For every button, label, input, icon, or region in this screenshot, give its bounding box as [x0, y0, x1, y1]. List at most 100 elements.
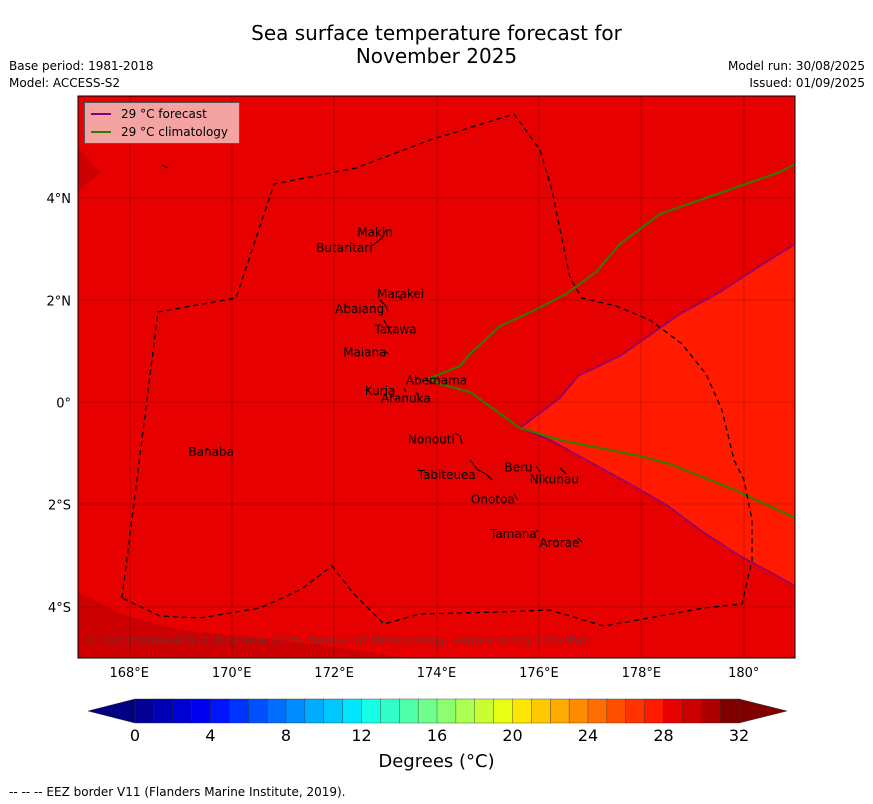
colorbar-segment — [587, 698, 608, 724]
base-period: Base period: 1981-2018 — [9, 59, 154, 73]
colorbar-label: Degrees (°C) — [378, 751, 495, 772]
climatology-contour — [427, 163, 795, 519]
legend-item-forecast: 29 °C forecast — [91, 105, 207, 123]
colorbar-segment — [172, 698, 193, 724]
colorbar-segment — [153, 698, 174, 724]
colorbar-segment — [455, 698, 476, 724]
colorbar-segment — [493, 698, 513, 724]
sst-field-31-west — [78, 148, 100, 192]
colorbar-tick-label: 8 — [281, 726, 291, 745]
x-tick-label: 178°E — [622, 666, 662, 681]
chart-title: Sea surface temperature forecast for Nov… — [0, 22, 873, 68]
colorbar-segment — [248, 698, 268, 724]
model-run: Model run: 30/08/2025 — [727, 59, 865, 73]
place-label-nikunau: Nikunau — [530, 472, 579, 486]
colorbar-tick-label: 28 — [653, 726, 673, 745]
x-tick-labels: 168°E 170°E 172°E 174°E 176°E 178°E 180° — [109, 666, 759, 681]
legend-forecast-label: 29 °C forecast — [121, 107, 207, 121]
x-tick-label: 176°E — [519, 666, 559, 681]
y-tick-label: 0° — [56, 397, 71, 412]
colorbar-segment — [474, 698, 495, 724]
colorbar-segment — [304, 698, 325, 724]
x-tick-label: 170°E — [212, 666, 252, 681]
place-label-makin: Makin — [357, 226, 393, 240]
place-label-butaritari: Butaritari — [316, 241, 373, 255]
place-label-kuria: Kuria — [365, 384, 396, 398]
colorbar-min-arrow — [87, 698, 136, 724]
y-tick-label: 2°S — [48, 499, 71, 514]
colorbar-segment — [210, 698, 230, 724]
colorbar-segment — [719, 698, 740, 724]
place-label-arorae: Arorae — [539, 536, 579, 550]
copyright-notice: © Commonwealth of Australia 2025, Bureau… — [84, 633, 589, 647]
colorbar-segment — [625, 698, 646, 724]
colorbar-tick-label: 12 — [351, 726, 371, 745]
y-tick-label: 2°N — [47, 294, 72, 309]
colorbar-segment — [134, 698, 155, 724]
legend-climatology-label: 29 °C climatology — [121, 125, 229, 139]
legend-item-climatology: 29 °C climatology — [91, 123, 228, 141]
colorbar-segment — [191, 698, 211, 724]
meta-left: Base period: 1981-2018 Model: ACCESS-S2 — [9, 58, 154, 92]
colorbar-segment — [380, 698, 400, 724]
colorbar-segment — [663, 698, 683, 724]
colorbar-segment — [417, 698, 438, 724]
colorbar-tick-label: 16 — [427, 726, 447, 745]
y-tick-labels: 4°N 2°N 0° 2°S 4°S — [47, 192, 72, 616]
place-label-abemama: Abemama — [406, 374, 467, 388]
eez-border — [121, 113, 753, 627]
colorbar-tick-label: 0 — [130, 726, 140, 745]
colorbar-tick-label: 32 — [729, 726, 749, 745]
issued-date: Issued: 01/09/2025 — [749, 76, 865, 90]
place-label-tamana: Tamana — [489, 527, 537, 541]
place-label-nonouti: Nonouti — [408, 432, 455, 446]
colorbar-tick-labels: 0 4 8 12 16 20 24 28 32 — [130, 726, 749, 745]
place-label-beru: Beru — [504, 461, 532, 475]
x-tick-label: 168°E — [109, 666, 149, 681]
colorbar-max-arrow — [738, 698, 788, 724]
map-frame — [77, 95, 796, 659]
place-label-marakei: Marakei — [377, 287, 424, 301]
island-outlines — [161, 164, 583, 543]
legend: 29 °C forecast 29 °C climatology — [84, 102, 240, 144]
colorbar-segment — [285, 698, 306, 724]
colorbar-segment — [550, 698, 570, 724]
colorbar-segment — [682, 698, 702, 724]
model-name: Model: ACCESS-S2 — [9, 76, 121, 90]
y-tick-label: 4°S — [48, 601, 71, 616]
colorbar-segment — [436, 698, 457, 724]
place-label-maiana: Maiana — [343, 346, 386, 360]
x-tick-label: 174°E — [417, 666, 457, 681]
place-label-abaiang: Abaiang — [335, 302, 384, 316]
colorbar-segment — [531, 698, 551, 724]
colorbar-tick-label: 20 — [502, 726, 522, 745]
legend-forecast-swatch — [91, 113, 111, 115]
title-line-2: November 2025 — [355, 44, 518, 68]
colorbar-segment — [229, 698, 249, 724]
x-tick-label: 180° — [728, 666, 759, 681]
place-label-banaba: Banaba — [188, 445, 234, 459]
colorbar-segment — [568, 698, 589, 724]
forecast-contour — [518, 243, 795, 587]
colorbar-tick-label: 4 — [205, 726, 215, 745]
graticule — [78, 96, 795, 658]
sst-field-29 — [520, 244, 795, 586]
x-tick-label: 172°E — [314, 666, 354, 681]
colorbar-segment — [606, 698, 627, 724]
footer-note: -- -- -- EEZ border V11 (Flanders Marine… — [9, 785, 346, 799]
colorbar-segment — [342, 698, 362, 724]
y-tick-label: 4°N — [47, 192, 72, 207]
colorbar-segment — [701, 698, 721, 724]
colorbar-segment — [266, 698, 287, 724]
place-label-tabiteuea: Tabiteuea — [417, 468, 476, 482]
sst-field-31-southwest — [78, 592, 410, 658]
place-label-onotoa: Onotoa — [471, 493, 515, 507]
meta-right: Model run: 30/08/2025 Issued: 01/09/2025 — [728, 58, 865, 92]
colorbar-segment — [323, 698, 344, 724]
colorbar-segment — [512, 698, 532, 724]
place-label-tarawa: Tarawa — [373, 323, 416, 337]
legend-climatology-swatch — [91, 131, 111, 133]
